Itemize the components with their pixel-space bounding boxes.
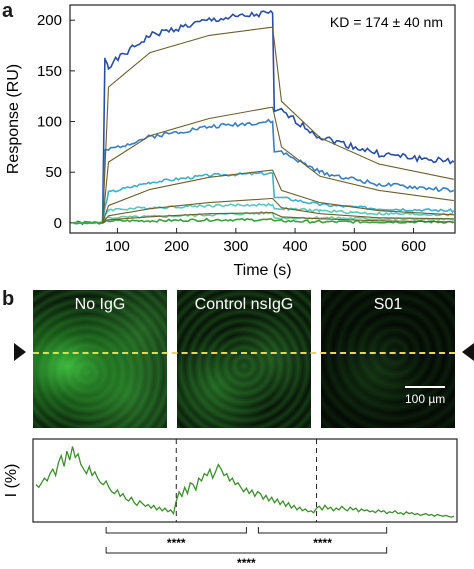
y-axis-title: Response (RU) xyxy=(5,64,22,174)
profile-line-marker xyxy=(33,352,455,354)
left-arrow-icon xyxy=(14,343,26,361)
micrograph-s01: S01 100 µm xyxy=(321,290,455,428)
plot-frame xyxy=(69,4,456,234)
micrograph-label: No IgG xyxy=(74,296,126,313)
sensorgram-series xyxy=(72,118,455,225)
y-tick-label: 150 xyxy=(37,63,62,80)
right-arrow-icon xyxy=(462,343,474,361)
y-tick-label: 200 xyxy=(37,12,62,29)
profile-y-label: I (%) xyxy=(3,464,20,498)
panel-a-letter: a xyxy=(2,0,14,22)
profile-frame xyxy=(32,438,458,523)
scale-bar-label: 100 µm xyxy=(405,392,446,406)
micrograph-no-igg: No IgG xyxy=(33,290,167,428)
sensorgram-series xyxy=(72,171,455,225)
fit-curve xyxy=(102,106,454,223)
x-tick-label: 100 xyxy=(105,238,130,255)
x-tick-label: 500 xyxy=(342,238,367,255)
sensorgram-series xyxy=(72,217,455,225)
kd-annotation: KD = 174 ± 40 nm xyxy=(330,14,443,30)
significance-bracket-label: **** xyxy=(167,536,186,550)
fit-curve xyxy=(102,26,454,223)
intensity-profile-line xyxy=(35,446,455,518)
sensorgram-series xyxy=(72,9,455,226)
x-tick-label: 400 xyxy=(283,238,308,255)
significance-bracket xyxy=(257,527,388,534)
panel-b-letter: b xyxy=(2,288,15,310)
significance-bracket-label: **** xyxy=(237,556,256,569)
y-tick-label: 0 xyxy=(54,215,62,232)
fit-curve xyxy=(102,169,454,224)
micrograph-label: Control nsIgG xyxy=(194,296,294,313)
significance-bracket xyxy=(105,527,247,534)
significance-bracket xyxy=(105,547,388,554)
fit-curve xyxy=(102,197,454,224)
scale-bar xyxy=(405,386,445,388)
sensorgram-series xyxy=(72,202,455,225)
significance-bracket-label: **** xyxy=(313,536,332,550)
fit-curve xyxy=(102,212,454,224)
sensorgram-chart: 100 200 300 400 500 600 0 50 100 150 200 Time (s) Re… xyxy=(5,4,456,279)
intensity-profile-chart: I (%) **** **** **** xyxy=(3,438,458,569)
micrograph-label: S01 xyxy=(373,296,403,313)
x-tick-label: 600 xyxy=(401,238,426,255)
x-tick-label: 300 xyxy=(223,238,248,255)
y-tick-label: 50 xyxy=(45,164,62,181)
micrograph-control-nsigg: Control nsIgG xyxy=(177,290,311,428)
y-tick-label: 100 xyxy=(37,114,62,131)
x-axis-title: Time (s) xyxy=(233,262,291,279)
x-tick-label: 200 xyxy=(164,238,189,255)
